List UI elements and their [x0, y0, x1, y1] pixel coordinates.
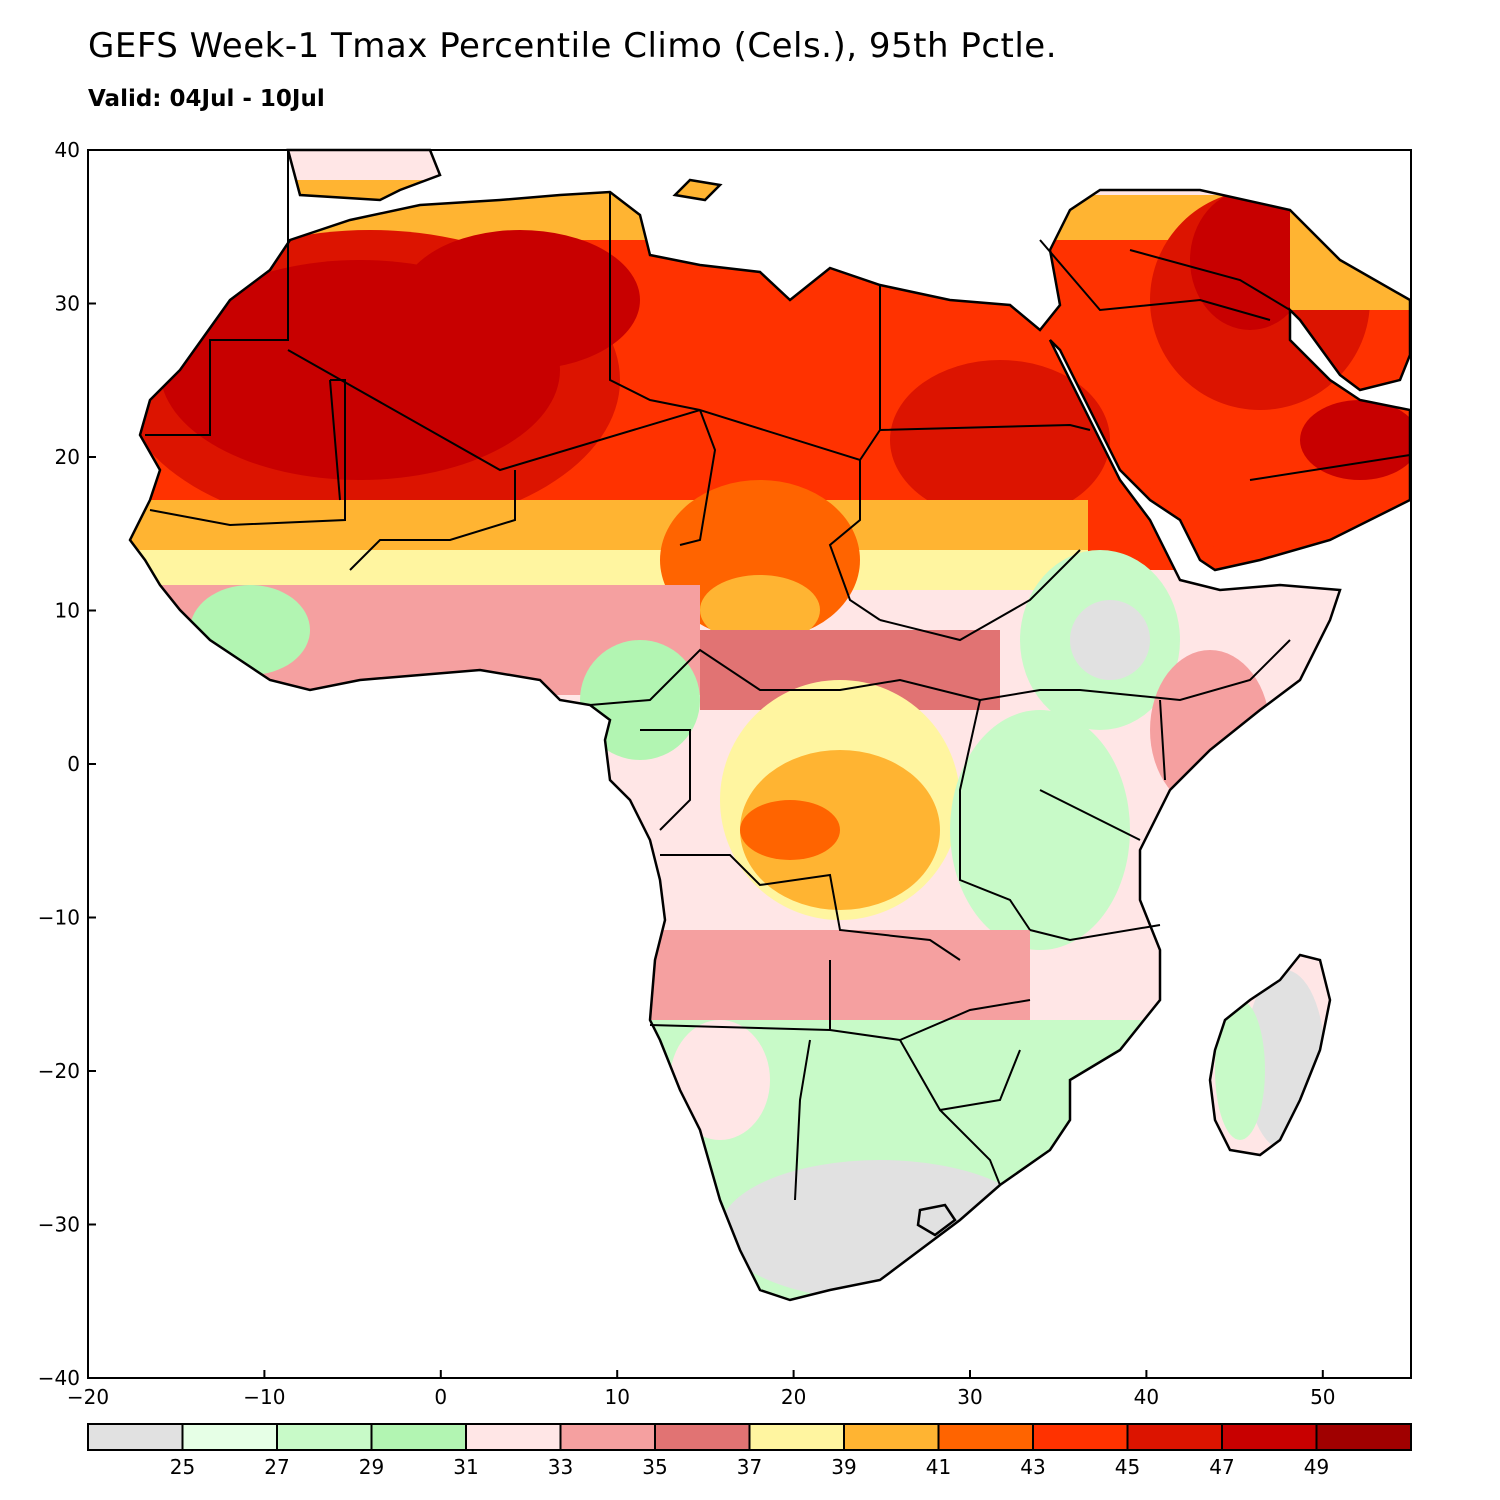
colorbar-label: 37 [737, 1455, 762, 1479]
field-algeria-core [400, 230, 640, 370]
x-tick-label: 50 [1310, 1385, 1335, 1409]
x-tick-label: 40 [1134, 1385, 1159, 1409]
y-tick-label: 10 [55, 599, 80, 623]
field-sudan-core [890, 360, 1110, 520]
y-tick-label: −10 [38, 906, 80, 930]
colorbar-swatch [937, 1423, 1034, 1451]
y-axis: 40 30 20 10 0 −10 −20 −30 −40 [38, 138, 96, 1390]
country-borders [145, 150, 1411, 1201]
colorbar-label: 33 [548, 1455, 573, 1479]
field-angola-pink [650, 930, 1030, 1030]
colorbar-swatch [181, 1423, 278, 1451]
field-east-africa-green [950, 710, 1130, 950]
field-congo-core [740, 800, 840, 860]
colorbar-label: 31 [453, 1455, 478, 1479]
x-tick-label: 30 [957, 1385, 982, 1409]
x-axis: −20 −10 0 10 20 30 40 50 [67, 1370, 1336, 1409]
colorbar-label: 43 [1020, 1455, 1045, 1479]
colorbar-swatch [1126, 1423, 1223, 1451]
colorbar-swatch [843, 1423, 940, 1451]
field-iraq-core [1190, 190, 1310, 330]
colorbar-label: 27 [264, 1455, 289, 1479]
colorbar-swatch [559, 1423, 656, 1451]
x-tick-label: −10 [243, 1385, 285, 1409]
x-tick-label: −20 [67, 1385, 109, 1409]
y-tick-label: 20 [55, 445, 80, 469]
x-tick-label: 20 [781, 1385, 806, 1409]
field-uae-core [1300, 400, 1410, 480]
colorbar-label: 45 [1115, 1455, 1140, 1479]
colorbar-swatch [87, 1423, 184, 1451]
colorbar-label: 49 [1304, 1455, 1329, 1479]
colorbar-swatch [1221, 1423, 1318, 1451]
y-tick-label: 40 [55, 138, 80, 162]
colorbar-swatch [465, 1423, 562, 1451]
colorbar-swatch [1315, 1423, 1412, 1451]
x-tick-label: 0 [434, 1385, 447, 1409]
colorbar-label: 41 [926, 1455, 951, 1479]
colorbar-swatch [654, 1423, 751, 1451]
colorbar-label: 35 [642, 1455, 667, 1479]
y-tick-label: −20 [38, 1059, 80, 1083]
page-title: GEFS Week-1 Tmax Percentile Climo (Cels.… [88, 26, 1058, 66]
x-tick-label: 10 [604, 1385, 629, 1409]
y-tick-label: 30 [55, 292, 80, 316]
colorbar-label: 25 [170, 1455, 195, 1479]
colorbar-label: 29 [359, 1455, 384, 1479]
y-tick-label: −30 [38, 1213, 80, 1237]
field-namibia-pink [670, 1020, 770, 1140]
valid-date-subtitle: Valid: 04Jul - 10Jul [88, 86, 325, 112]
y-tick-label: −40 [38, 1366, 80, 1390]
field-chad-south [700, 575, 820, 645]
colorbar-label: 47 [1209, 1455, 1234, 1479]
field-madagascar-west [1215, 1000, 1265, 1140]
colorbar-label: 39 [831, 1455, 856, 1479]
y-tick-label: 0 [67, 752, 80, 776]
colorbar-swatch [748, 1423, 845, 1451]
colorbar: 25 27 29 31 33 35 37 39 41 43 45 47 49 [87, 1423, 1412, 1479]
field-ethiopia-gray [1070, 600, 1150, 680]
colorbar-swatch [276, 1423, 373, 1451]
field-sahel-yellow [130, 550, 1088, 590]
colorbar-swatch [1032, 1423, 1129, 1451]
colorbar-swatch [370, 1423, 467, 1451]
